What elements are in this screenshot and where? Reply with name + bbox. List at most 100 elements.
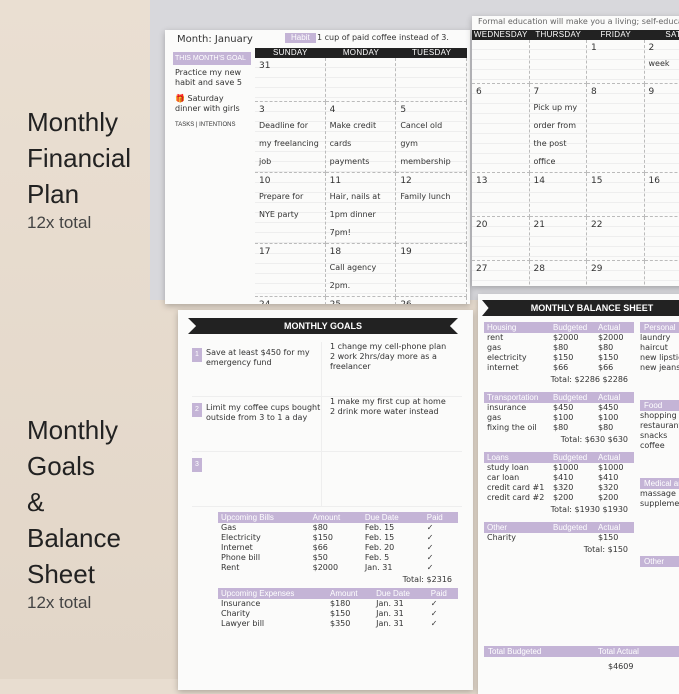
calendar-day-cell[interactable]: 13	[472, 173, 530, 217]
table-cell: Charity	[218, 609, 327, 619]
table-cell: $320	[595, 483, 634, 493]
category-name: Other	[640, 556, 679, 567]
calendar-day-cell[interactable]: 25	[326, 297, 397, 304]
table-cell: gas	[484, 343, 550, 353]
table-cell: car loan	[484, 473, 550, 483]
table-row: internet$66$66	[484, 363, 634, 373]
goal-steps: 1 make my first cup at home 2 drink more…	[321, 397, 462, 451]
calendar-day-cell[interactable]: 6	[472, 84, 530, 173]
calendar-day-cell[interactable]	[645, 217, 679, 261]
date-number: 9	[649, 87, 679, 97]
calendar-day-cell[interactable]: 2 week	[645, 40, 679, 84]
table-cell: Electricity	[218, 533, 310, 543]
column-header: Amount	[310, 512, 362, 523]
paid-checkmark[interactable]: ✓	[428, 609, 458, 619]
calendar-day-cell[interactable]: 26	[396, 297, 467, 304]
table-cell: Feb. 20	[362, 543, 424, 553]
day-note: Prepare for NYE party	[259, 192, 303, 219]
calendar-day-cell[interactable]: 31	[255, 58, 326, 102]
table-cell: $80	[595, 343, 634, 353]
calendar-day-cell[interactable]	[530, 40, 588, 84]
month-label: Month: January	[177, 34, 253, 46]
table-cell: Insurance	[218, 599, 327, 609]
calendar-day-cell[interactable]	[645, 261, 679, 286]
table-cell: $320	[550, 483, 595, 493]
date-number: 2	[649, 43, 679, 53]
date-number: 31	[259, 61, 321, 71]
day-note: week	[649, 59, 670, 68]
promo-subtitle: 12x total	[27, 592, 121, 614]
calendar-day-cell[interactable]: 16	[645, 173, 679, 217]
calendar-day-cell[interactable]: 20	[472, 217, 530, 261]
date-number: 6	[476, 87, 525, 97]
date-number: 26	[400, 300, 462, 304]
calendar-day-cell[interactable]: 1	[587, 40, 645, 84]
table-row: Charity$150	[484, 533, 634, 543]
paid-checkmark[interactable]: ✓	[424, 533, 458, 543]
total-budgeted: $1930	[575, 505, 600, 514]
paid-checkmark[interactable]: ✓	[424, 563, 458, 573]
paid-checkmark[interactable]: ✓	[424, 543, 458, 553]
table-cell: $80	[550, 343, 595, 353]
calendar-day-cell[interactable]: 24	[255, 297, 326, 304]
calendar-day-cell[interactable]: 14	[530, 173, 588, 217]
total-actual-label: Total Actual	[594, 646, 679, 657]
calendar-right-page: Formal education will make you a living;…	[472, 16, 679, 286]
date-number: 13	[476, 176, 525, 186]
budgeted-header: Budgeted	[550, 322, 595, 333]
table-cell: $100	[595, 413, 634, 423]
calendar-day-cell[interactable]: 28	[530, 261, 588, 286]
promo-title-line: Plan	[27, 176, 131, 212]
calendar-day-cell[interactable]	[472, 40, 530, 84]
list-item: shopping	[640, 411, 679, 421]
paid-checkmark[interactable]: ✓	[424, 553, 458, 563]
table-row: fixing the oil$80$80	[484, 423, 634, 433]
paid-checkmark[interactable]: ✓	[424, 523, 458, 533]
habit-text: 1 cup of paid coffee instead of 3.	[317, 33, 449, 43]
calendar-day-cell[interactable]: 29	[587, 261, 645, 286]
list-item: restaurants	[640, 421, 679, 431]
table-cell: $450	[595, 403, 634, 413]
table-cell: rent	[484, 333, 550, 343]
paid-checkmark[interactable]: ✓	[428, 619, 458, 629]
table-cell: $180	[327, 599, 373, 609]
calendar-day-cell[interactable]: 10 Prepare for NYE party	[255, 173, 326, 244]
calendar-day-cell[interactable]: 9	[645, 84, 679, 173]
calendar-day-cell[interactable]: 19	[396, 244, 467, 297]
calendar-day-cell[interactable]	[396, 58, 467, 102]
date-number: 10	[259, 176, 321, 186]
column-header: Paid	[424, 512, 458, 523]
category-name: Medical and He	[640, 478, 679, 489]
total-actual: $1930	[603, 505, 628, 514]
total-label: Total:	[551, 375, 572, 384]
calendar-day-cell[interactable]: 8	[587, 84, 645, 173]
category-name: Loans	[484, 452, 550, 463]
table-cell: Gas	[218, 523, 310, 533]
calendar-day-cell[interactable]	[326, 58, 397, 102]
calendar-day-cell[interactable]: 21	[530, 217, 588, 261]
table-cell	[550, 533, 595, 543]
table-cell: $1000	[550, 463, 595, 473]
calendar-day-cell[interactable]: 22	[587, 217, 645, 261]
paid-checkmark[interactable]: ✓	[428, 599, 458, 609]
table-cell: gas	[484, 413, 550, 423]
promo-goals-balance: Monthly Goals & Balance Sheet 12x total	[27, 412, 121, 614]
calendar-day-cell[interactable]: 15	[587, 173, 645, 217]
table-row: electricity$150$150	[484, 353, 634, 363]
calendar-day-cell[interactable]: 17	[255, 244, 326, 297]
calendar-day-cell[interactable]: 27	[472, 261, 530, 286]
